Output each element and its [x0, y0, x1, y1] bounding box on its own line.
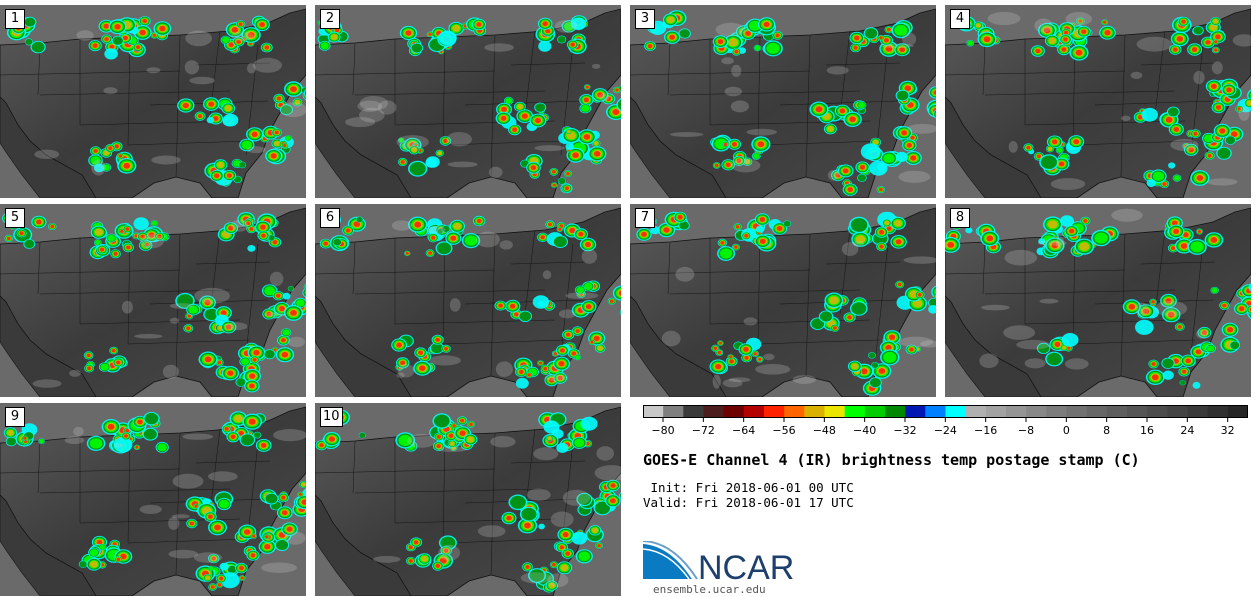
satellite-map [630, 5, 936, 198]
satellite-map [315, 5, 621, 198]
colorbar-swatch [925, 405, 946, 418]
colorbar-swatch [824, 405, 846, 418]
colorbar-swatch [885, 405, 906, 418]
panel-label: 4 [950, 9, 970, 29]
colorbar-swatch [965, 405, 987, 418]
satellite-map [315, 403, 621, 596]
valid-time: Valid: Fri 2018-06-01 17 UTC [643, 495, 854, 510]
panel-label: 9 [5, 407, 25, 427]
colorbar-swatch [1026, 405, 1047, 418]
colorbar-swatch [1106, 405, 1128, 418]
stamp-panel-2: 2 [315, 5, 621, 198]
panel-label: 6 [320, 208, 340, 228]
colorbar-swatch [945, 405, 967, 418]
colorbar-swatch [804, 405, 825, 418]
colorbar-tick-label: 0 [1062, 424, 1070, 437]
colorbar-tick-label: −48 [812, 424, 836, 437]
panel-label: 5 [5, 208, 25, 228]
svg-text:NCAR: NCAR [698, 549, 794, 583]
panel-label: 1 [5, 9, 25, 29]
ncar-logo: NCAR [643, 541, 794, 583]
colorbar-swatch [864, 405, 886, 418]
colorbar-swatch [1046, 405, 1067, 418]
colorbar-tick-label: −24 [933, 424, 957, 437]
colorbar-swatch [1187, 405, 1209, 418]
colorbar-swatch [1127, 405, 1148, 418]
satellite-map [630, 204, 936, 397]
satellite-map [0, 5, 306, 198]
colorbar-tick-label: −40 [853, 424, 877, 437]
colorbar-swatch [723, 405, 745, 418]
colorbar-swatch [743, 405, 765, 418]
colorbar-swatch [1147, 405, 1168, 418]
colorbar-swatch [703, 405, 725, 418]
stamp-panel-10: 10 [315, 403, 621, 596]
panel-label: 10 [320, 407, 343, 427]
colorbar-swatch [1167, 405, 1188, 418]
colorbar-swatch [784, 405, 805, 418]
colorbar-tick-label: −8 [1017, 424, 1035, 437]
stamp-panel-1: 1 [0, 5, 306, 198]
colorbar-swatch [1006, 405, 1027, 418]
logo-url: ensemble.ucar.edu [653, 583, 766, 596]
colorbar-tick-label: 16 [1140, 424, 1154, 437]
colorbar-tick-label: −80 [651, 424, 675, 437]
panel-label: 3 [635, 9, 655, 29]
colorbar-ticks: −80 −72 −64 −56 −48 −40 −32 −24 −16 −8 0 8 16 24 32 [643, 424, 1248, 440]
colorbar-swatch [1227, 405, 1248, 418]
stamp-panel-9: 9 [0, 403, 306, 596]
colorbar-swatch [905, 405, 926, 418]
panel-label: 7 [635, 208, 655, 228]
colorbar-tick-label: −32 [893, 424, 917, 437]
init-time: Init: Fri 2018-06-01 00 UTC [643, 480, 854, 495]
colorbar-tick-label: 32 [1220, 424, 1235, 437]
satellite-map [945, 204, 1251, 397]
panel-label: 8 [950, 208, 970, 228]
colorbar-swatch [643, 405, 664, 418]
stamp-panel-3: 3 [630, 5, 936, 198]
satellite-map [0, 403, 306, 596]
colorbar [643, 405, 1248, 422]
colorbar-swatch [663, 405, 684, 418]
colorbar-swatch [1066, 405, 1088, 418]
colorbar-swatch [1086, 405, 1108, 418]
stamp-panel-7: 7 [630, 204, 936, 397]
stamp-panel-4: 4 [945, 5, 1251, 198]
colorbar-tick-label: −64 [732, 424, 756, 437]
colorbar-tick-label: 24 [1180, 424, 1195, 437]
satellite-map [0, 204, 306, 397]
colorbar-tick-label: −72 [691, 424, 715, 437]
colorbar-tick-label: −16 [974, 424, 998, 437]
satellite-map [315, 204, 621, 397]
panel-label: 2 [320, 9, 340, 29]
colorbar-swatch [844, 405, 866, 418]
colorbar-swatch [764, 405, 785, 418]
colorbar-swatch [683, 405, 704, 418]
satellite-map [945, 5, 1251, 198]
stamp-panel-6: 6 [315, 204, 621, 397]
stamp-panel-8: 8 [945, 204, 1251, 397]
colorbar-swatch [985, 405, 1007, 418]
colorbar-tick-label: 8 [1103, 424, 1111, 437]
figure-title: GOES-E Channel 4 (IR) brightness temp po… [643, 451, 1140, 469]
colorbar-tick-label: −56 [772, 424, 796, 437]
colorbar-swatch [1207, 405, 1229, 418]
stamp-panel-5: 5 [0, 204, 306, 397]
